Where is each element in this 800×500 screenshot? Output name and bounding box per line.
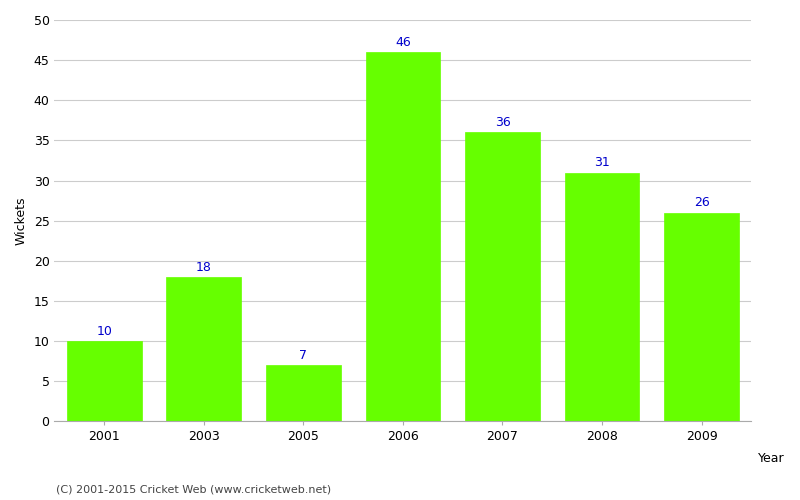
Y-axis label: Wickets: Wickets	[15, 196, 28, 245]
Bar	[664, 212, 739, 422]
Text: 18: 18	[196, 260, 212, 274]
Bar	[67, 341, 142, 421]
Text: 31: 31	[594, 156, 610, 170]
Bar	[565, 172, 639, 422]
Bar	[166, 277, 241, 422]
Text: Year: Year	[758, 452, 785, 465]
Text: 7: 7	[299, 349, 307, 362]
Bar	[266, 365, 341, 422]
Text: 46: 46	[395, 36, 410, 49]
Text: 36: 36	[494, 116, 510, 129]
Text: 10: 10	[96, 325, 112, 338]
Text: (C) 2001-2015 Cricket Web (www.cricketweb.net): (C) 2001-2015 Cricket Web (www.cricketwe…	[56, 485, 331, 495]
Text: 26: 26	[694, 196, 710, 209]
Bar	[465, 132, 540, 422]
Bar	[366, 52, 440, 422]
